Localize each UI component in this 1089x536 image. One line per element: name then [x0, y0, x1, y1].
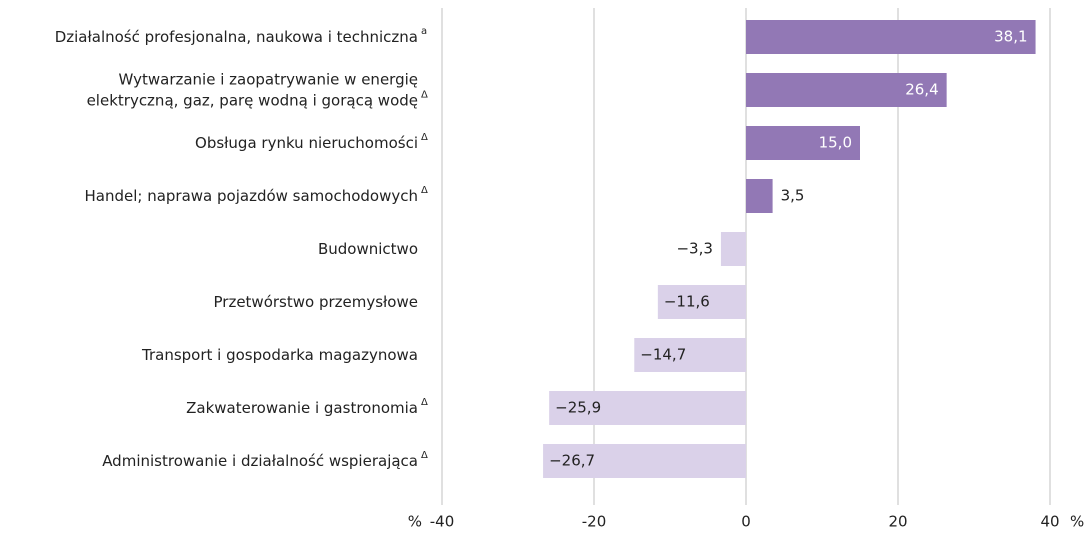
- x-tick-label: -20: [582, 513, 607, 531]
- category-line: Działalność profesjonalna, naukowa i tec…: [55, 28, 418, 46]
- category-note: Δ: [421, 90, 428, 101]
- value-label: −14,7: [640, 346, 686, 364]
- category-label: Obsługa rynku nieruchomości: [195, 134, 418, 152]
- x-tick-label: 20: [888, 513, 907, 531]
- category-line: elektryczną, gaz, parę wodną i gorącą wo…: [87, 91, 418, 109]
- category-note: Δ: [421, 397, 428, 408]
- category-line: Przetwórstwo przemysłowe: [214, 293, 419, 311]
- value-label: 15,0: [819, 134, 852, 152]
- value-label: −26,7: [549, 452, 595, 470]
- x-unit-left: %: [408, 513, 422, 531]
- category-label: Administrowanie i działalność wspierając…: [102, 452, 418, 470]
- category-label: Zakwaterowanie i gastronomia: [186, 399, 418, 417]
- bar: [746, 73, 947, 107]
- category-note: a: [421, 26, 427, 37]
- category-line: Wytwarzanie i zaopatrywanie w energię: [119, 70, 418, 88]
- category-label: Przetwórstwo przemysłowe: [214, 293, 419, 311]
- category-line: Budownictwo: [318, 240, 418, 258]
- bar: [634, 338, 746, 372]
- category-line: Zakwaterowanie i gastronomia: [186, 399, 418, 417]
- bar: [720, 232, 746, 266]
- x-tick-label: 40: [1040, 513, 1059, 531]
- bar: [549, 391, 746, 425]
- value-label: 38,1: [994, 28, 1027, 46]
- value-label: −11,6: [664, 293, 710, 311]
- category-label: Działalność profesjonalna, naukowa i tec…: [55, 28, 418, 46]
- category-note: Δ: [421, 185, 428, 196]
- x-tick-label: 0: [741, 513, 751, 531]
- category-note: Δ: [421, 132, 428, 143]
- bar: [746, 179, 773, 213]
- category-line: Administrowanie i działalność wspierając…: [102, 452, 418, 470]
- value-label: −3,3: [676, 240, 712, 258]
- value-label: 3,5: [781, 187, 805, 205]
- bar: [746, 20, 1036, 54]
- bar: [657, 285, 746, 319]
- category-label: Handel; naprawa pojazdów samochodowych: [84, 187, 418, 205]
- category-line: Obsługa rynku nieruchomości: [195, 134, 418, 152]
- category-label: Transport i gospodarka magazynowa: [141, 346, 418, 364]
- x-tick-label: -40: [430, 513, 455, 531]
- category-label: Budownictwo: [318, 240, 418, 258]
- category-line: Handel; naprawa pojazdów samochodowych: [84, 187, 418, 205]
- category-note: Δ: [421, 450, 428, 461]
- value-label: 26,4: [905, 81, 938, 99]
- value-label: −25,9: [555, 399, 601, 417]
- category-label: Wytwarzanie i zaopatrywanie w energię ele…: [87, 70, 418, 109]
- bar: [746, 126, 860, 160]
- category-line: Transport i gospodarka magazynowa: [141, 346, 418, 364]
- x-unit-right: %: [1070, 513, 1084, 531]
- bar: [543, 444, 746, 478]
